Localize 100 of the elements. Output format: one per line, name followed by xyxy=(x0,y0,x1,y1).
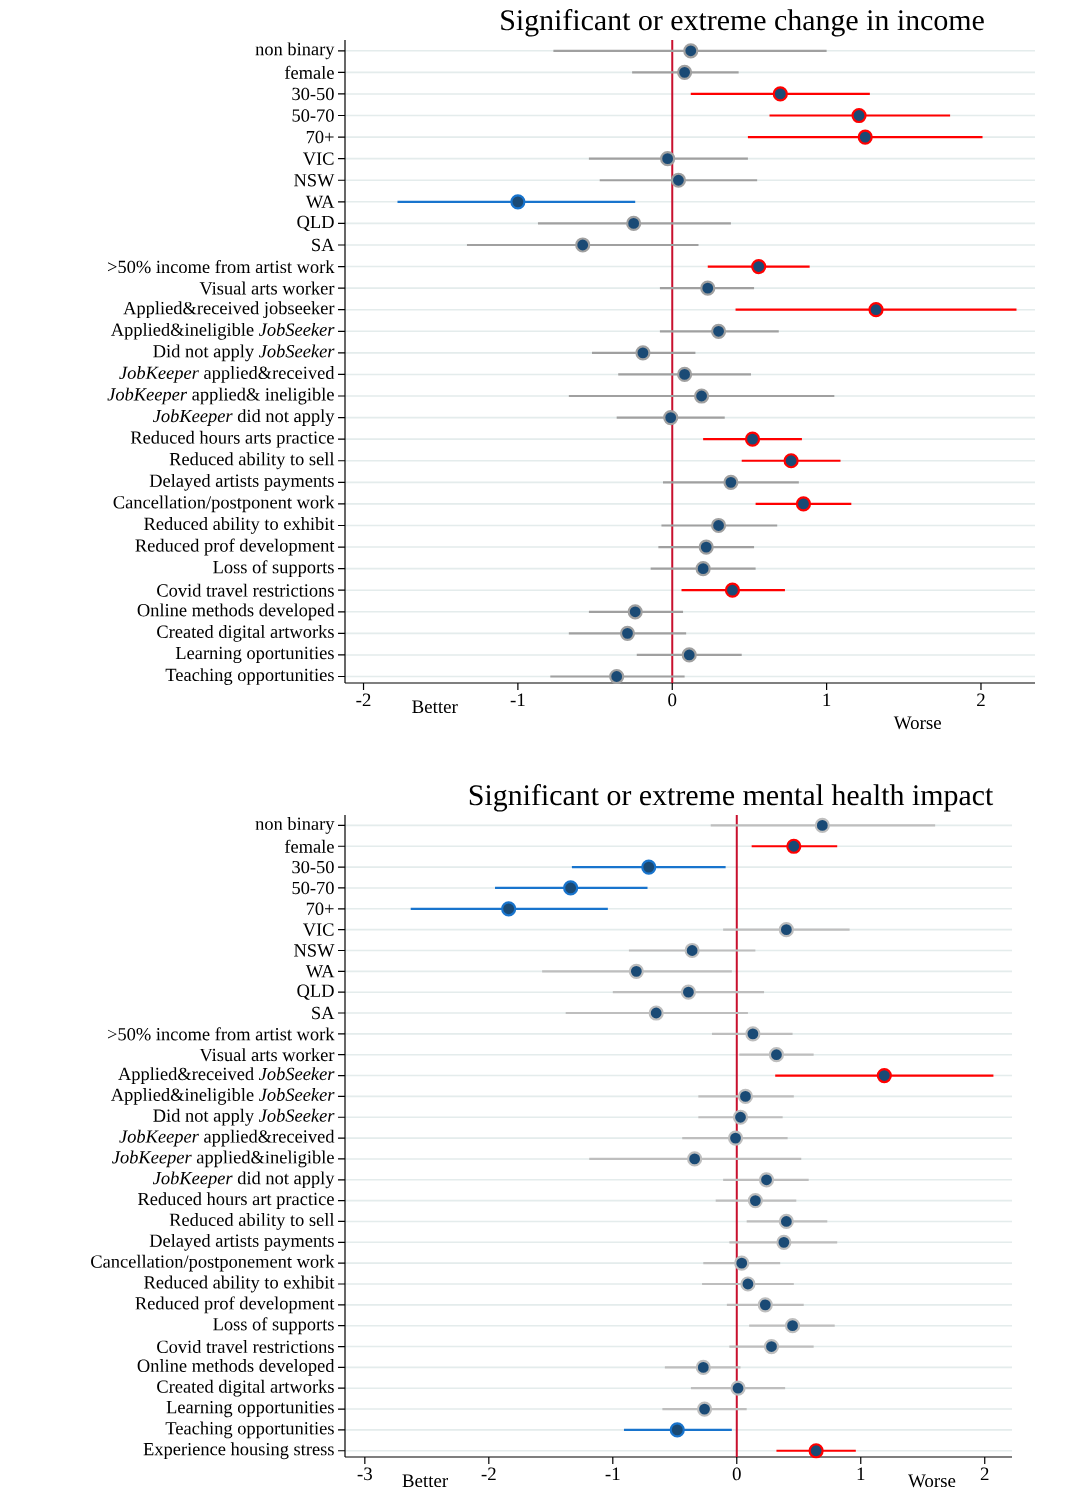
y-tick-label: JobKeeper applied&received xyxy=(119,1129,335,1147)
x-tick-label: 1 xyxy=(857,1467,865,1481)
point xyxy=(778,1213,794,1230)
x-tick-label: 0 xyxy=(732,1467,741,1481)
y-tick-label: Did not apply JobSeeker xyxy=(153,344,335,362)
y-tick-label: non binary xyxy=(255,42,335,60)
point xyxy=(747,1193,763,1209)
x-tick-label: -1 xyxy=(510,693,525,707)
point xyxy=(795,496,812,512)
y-tick-label: Reduced prof development xyxy=(135,538,335,556)
y-tick-label: Delayed artists payments xyxy=(149,1233,334,1251)
y-tick-label: Covid travel restrictions xyxy=(157,1340,334,1354)
point xyxy=(648,1005,664,1021)
x-tick-label: 1 xyxy=(823,693,831,707)
y-tick-label: Teaching opportunities xyxy=(165,668,334,685)
point xyxy=(710,323,727,339)
y-tick-label: JobKeeper did not apply xyxy=(153,1171,335,1189)
x-tick-label: 2 xyxy=(977,693,985,707)
y-tick-label: 50-70 xyxy=(292,109,334,122)
point xyxy=(784,1318,801,1334)
y-tick-label: Online methods developed xyxy=(137,603,335,621)
y-tick-label: Applied&ineligible JobSeeker xyxy=(110,322,335,340)
point xyxy=(681,647,697,663)
point xyxy=(745,1026,761,1042)
point xyxy=(677,64,693,80)
point xyxy=(768,1047,785,1063)
point xyxy=(635,345,651,361)
y-tick-label: JobKeeper did not apply xyxy=(153,409,335,426)
y-tick-label: Covid travel restrictions xyxy=(157,583,334,597)
y-tick-label: Reduced ability to sell xyxy=(169,452,335,470)
y-tick-label: 30-50 xyxy=(292,860,334,874)
text: Worse xyxy=(908,1474,956,1488)
y-tick-label: Loss of supports xyxy=(213,1317,334,1335)
y-tick-label: NSW xyxy=(294,174,335,187)
point xyxy=(609,668,625,685)
y-tick-label: QLD xyxy=(297,984,334,1000)
y-tick-label: Learning opportunities xyxy=(166,1400,334,1418)
y-tick-label: Applied&received jobseeker xyxy=(123,301,335,319)
y-tick-label: Visual arts worker xyxy=(199,1048,335,1062)
y-tick-label: Reduced ability to sell xyxy=(169,1213,335,1230)
point xyxy=(510,194,526,210)
y-tick-label: 70+ xyxy=(306,130,334,144)
point xyxy=(857,129,873,145)
y-tick-label: Did not apply JobSeeker xyxy=(153,1108,335,1126)
y-tick-label: Loss of supports xyxy=(213,560,334,578)
point xyxy=(628,963,644,979)
point xyxy=(695,561,711,577)
y-tick-label: Online methods developed xyxy=(137,1359,335,1376)
chart-title: Significant or extreme mental health impact xyxy=(469,784,994,812)
y-tick-label: Visual arts worker xyxy=(199,281,335,295)
point xyxy=(783,453,799,469)
point xyxy=(680,984,697,1000)
y-tick-label: Created digital artworks xyxy=(157,1379,334,1397)
y-tick-label: 50-70 xyxy=(292,881,334,895)
point xyxy=(698,539,714,555)
y-tick-label: Reduced hours art practice xyxy=(137,1192,334,1209)
chart-title: Significant or extreme change in income xyxy=(501,9,984,37)
point xyxy=(868,302,884,318)
point xyxy=(808,1443,824,1459)
text: Better xyxy=(412,700,458,714)
point xyxy=(814,817,830,834)
y-tick-label: female xyxy=(284,839,334,853)
point xyxy=(677,366,693,383)
point xyxy=(734,1255,750,1271)
y-tick-label: non binary xyxy=(255,817,335,834)
point xyxy=(730,1380,746,1396)
x-tick-label: -2 xyxy=(481,1467,496,1481)
point xyxy=(776,1234,792,1250)
x-tick-label: -1 xyxy=(605,1467,620,1481)
point xyxy=(710,517,727,534)
y-tick-label: Cancellation/postponent work xyxy=(113,495,335,513)
x-tick-label: 0 xyxy=(668,693,677,707)
point xyxy=(724,582,741,598)
point xyxy=(876,1067,892,1084)
y-tick-label: WA xyxy=(305,965,335,978)
point xyxy=(723,474,739,490)
point xyxy=(700,280,716,296)
y-tick-label: Delayed artists payments xyxy=(149,473,334,491)
x-tick-label: -3 xyxy=(357,1467,372,1481)
y-tick-label: >50% income from artist work xyxy=(108,1027,335,1041)
point xyxy=(851,107,867,124)
y-tick-label: female xyxy=(284,65,334,79)
point xyxy=(786,838,802,854)
y-tick-label: JobKeeper applied&ineligible xyxy=(112,1150,334,1168)
point xyxy=(575,237,591,253)
point xyxy=(684,942,700,959)
point xyxy=(663,410,679,426)
point xyxy=(627,604,643,620)
point xyxy=(695,1359,711,1375)
point xyxy=(501,901,517,917)
y-tick-label: VIC xyxy=(302,923,334,936)
y-tick-label: JobKeeper applied&received xyxy=(119,366,335,383)
y-tick-label: Learning oportunities xyxy=(175,646,334,664)
x-tick-label: -2 xyxy=(356,693,371,707)
point xyxy=(744,431,761,447)
y-tick-label: >50% income from artist work xyxy=(108,259,335,274)
point xyxy=(683,43,699,59)
point xyxy=(563,880,579,896)
point xyxy=(757,1297,773,1313)
y-tick-label: Cancellation/postponement work xyxy=(91,1254,335,1272)
